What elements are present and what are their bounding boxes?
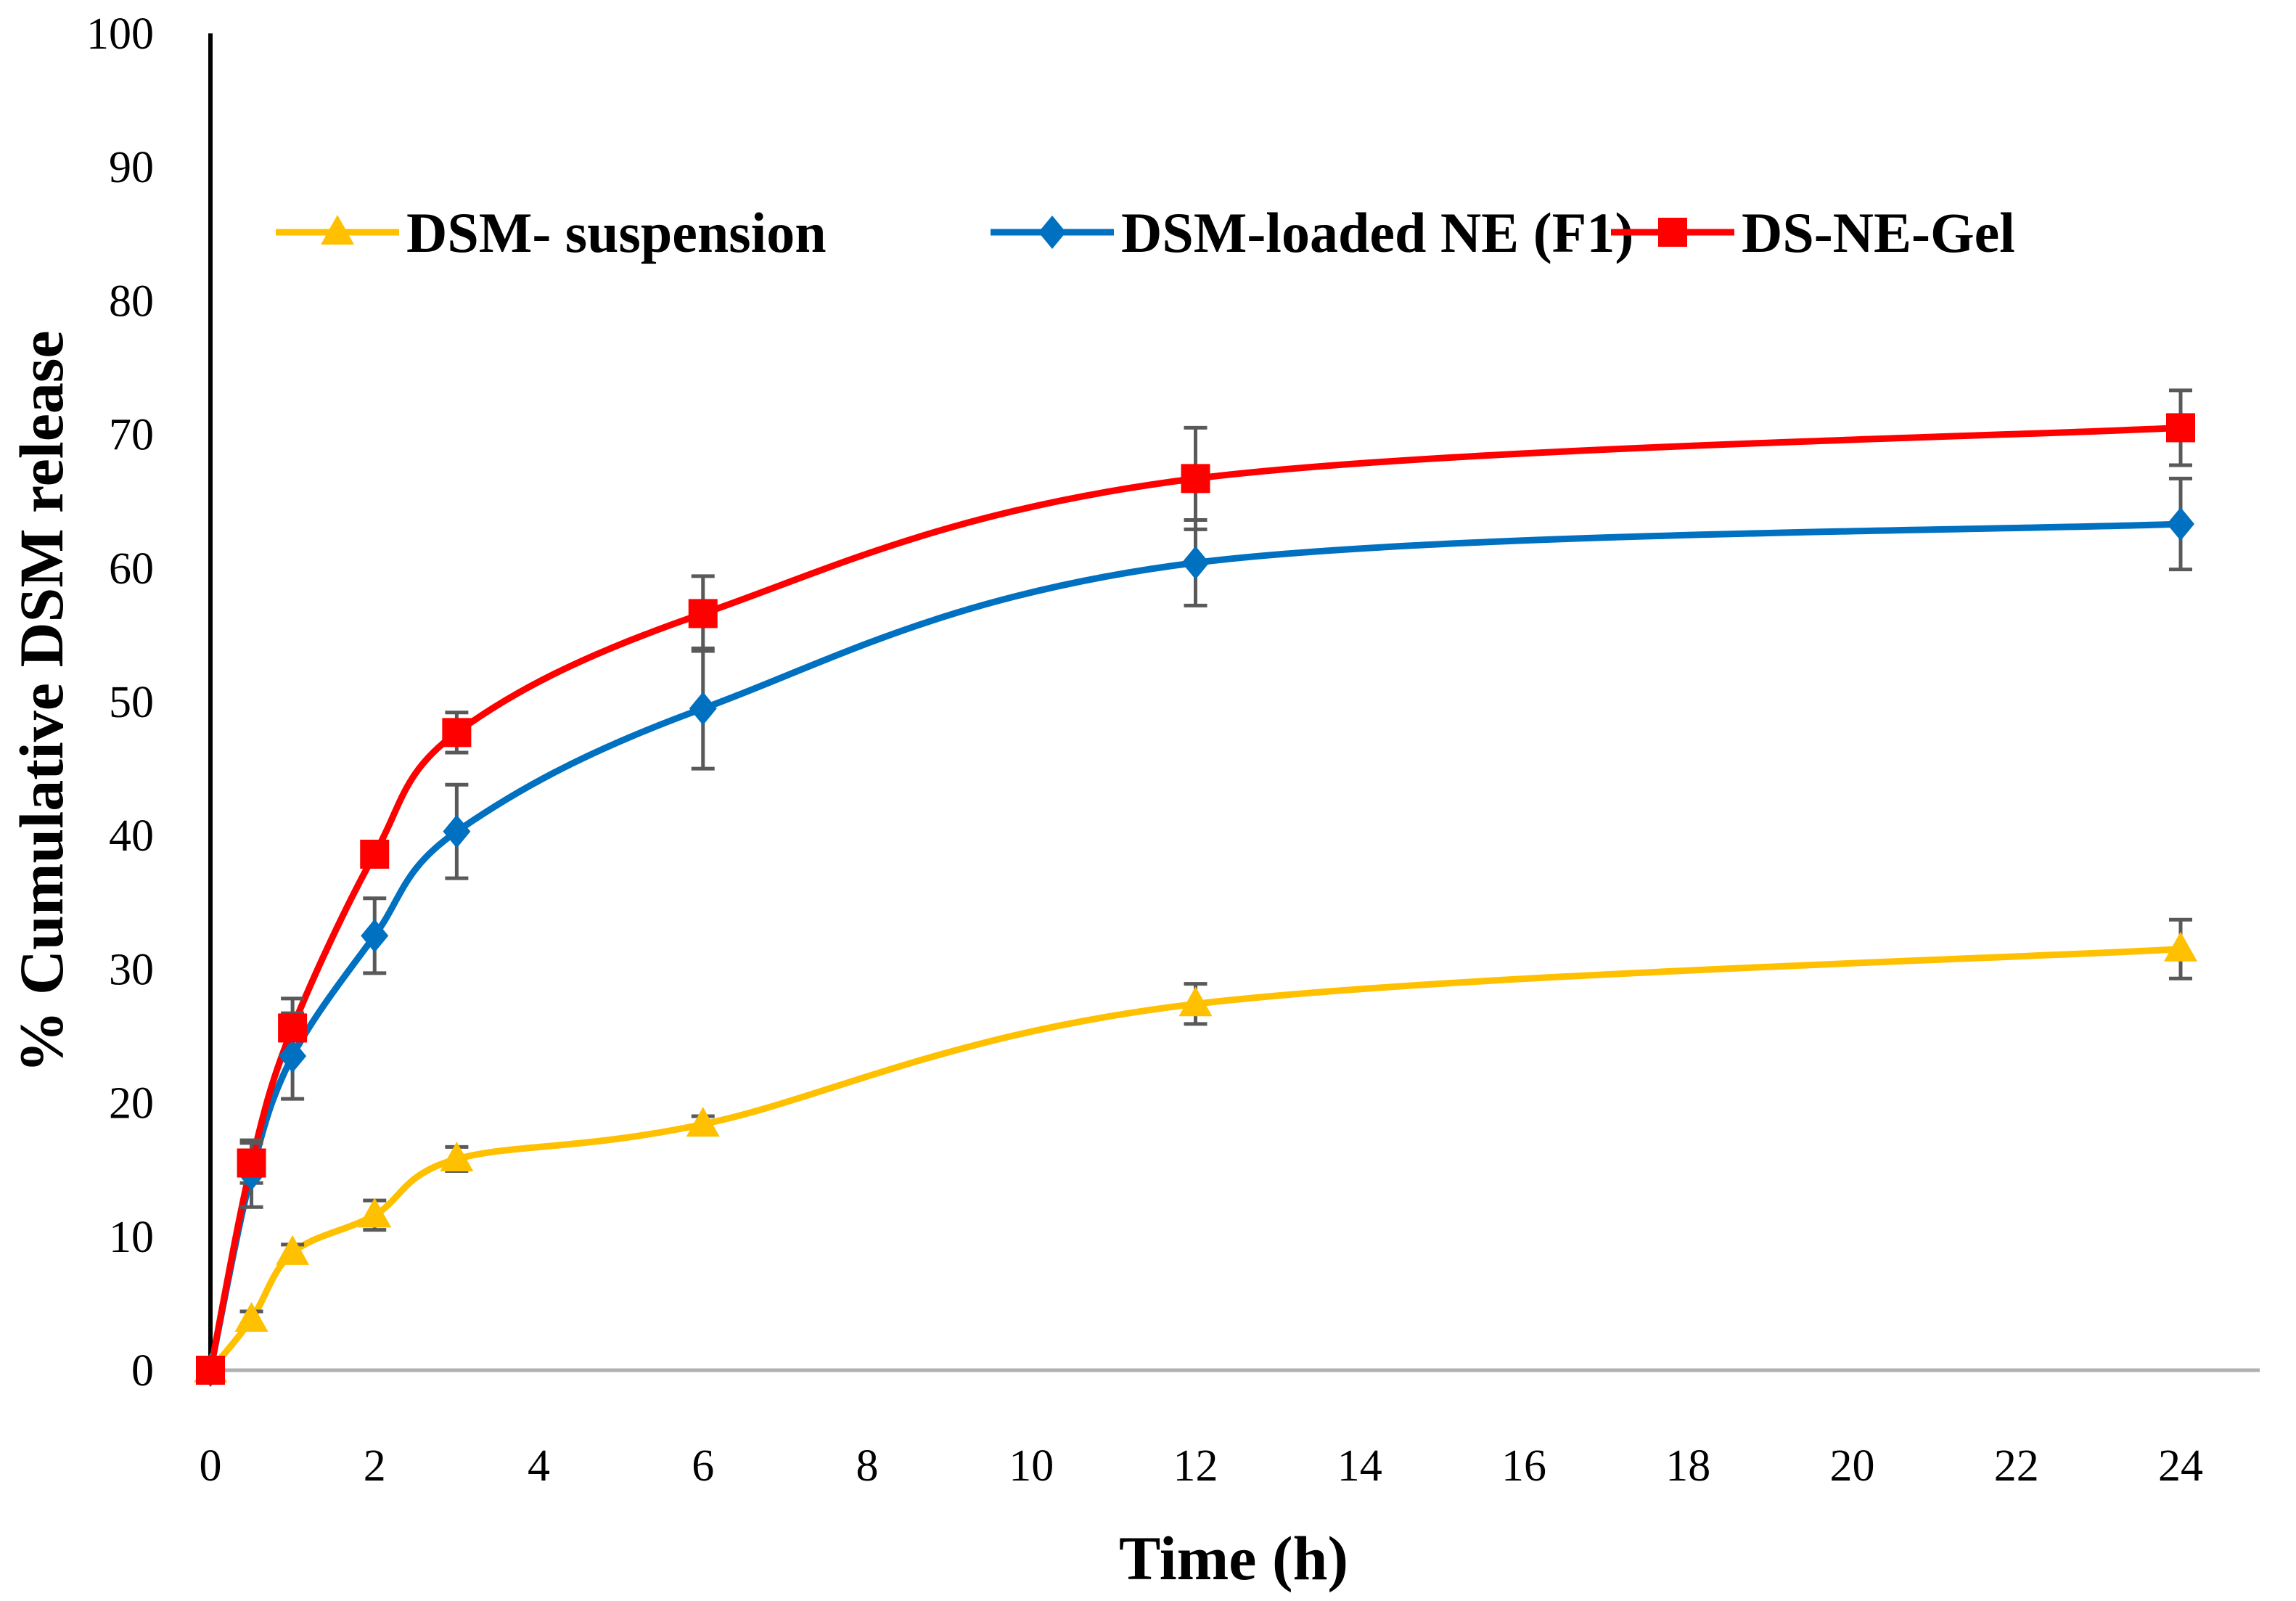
y-tick-label: 70 [109, 411, 154, 460]
data-point [2167, 507, 2194, 541]
data-point [2164, 931, 2197, 962]
x-tick-label: 12 [1173, 1441, 1218, 1491]
data-point [686, 1107, 720, 1137]
data-point [360, 839, 390, 869]
data-point [361, 919, 389, 953]
legend-label: DSM-loaded NE (F1) [1121, 201, 1633, 264]
y-tick-label: 0 [131, 1346, 154, 1396]
data-point [440, 1141, 474, 1171]
y-tick-label: 30 [109, 945, 154, 994]
y-tick-label: 100 [86, 9, 154, 59]
x-tick-label: 10 [1009, 1441, 1054, 1491]
x-tick-label: 14 [1337, 1441, 1382, 1491]
data-point [442, 718, 472, 748]
x-tick-label: 16 [1501, 1441, 1546, 1491]
data-point [278, 1013, 308, 1043]
legend-marker [321, 215, 354, 245]
data-point [689, 692, 717, 726]
data-point [2166, 413, 2195, 443]
x-tick-labels: 0 2 4 6 8 10 12 14 16 18 20 22 24 [200, 1441, 2204, 1491]
data-point [196, 1356, 225, 1385]
x-tick-label: 0 [200, 1441, 222, 1491]
x-tick-label: 20 [1830, 1441, 1875, 1491]
legend-marker [1038, 216, 1066, 249]
data-point [1181, 464, 1210, 494]
y-tick-label: 20 [109, 1079, 154, 1129]
y-tick-label: 60 [109, 544, 154, 594]
data-point [276, 1234, 310, 1265]
y-tick-label: 90 [109, 143, 154, 192]
legend: DSM- suspension DSM-loaded NE (F1) DS-NE-G… [276, 201, 2015, 264]
y-tick-labels: 0 10 20 30 40 50 60 70 80 90 100 [86, 9, 154, 1396]
series-line [207, 520, 2184, 1374]
data-markers [194, 413, 2197, 1387]
x-tick-label: 22 [1994, 1441, 2039, 1491]
data-point [688, 599, 718, 628]
axes [208, 33, 2260, 1372]
legend-label: DS-NE-Gel [1742, 201, 2015, 264]
data-point [1178, 986, 1213, 1017]
legend-marker [1658, 218, 1687, 247]
x-tick-label: 8 [856, 1441, 879, 1491]
x-tick-label: 2 [364, 1441, 386, 1491]
series-line [207, 424, 2184, 1374]
x-axis-title: Time (h) [1119, 1523, 1348, 1593]
x-tick-label: 18 [1665, 1441, 1710, 1491]
y-axis-title: % Cumulative DSM release [7, 330, 76, 1073]
data-point [443, 814, 471, 848]
data-point [1181, 546, 1210, 580]
y-tick-label: 50 [109, 678, 154, 727]
y-tick-label: 10 [109, 1213, 154, 1262]
data-point [358, 1197, 392, 1228]
y-tick-label: 40 [109, 811, 154, 861]
x-tick-label: 4 [528, 1441, 550, 1491]
x-tick-label: 6 [692, 1441, 714, 1491]
legend-label: DSM- suspension [406, 201, 827, 264]
x-tick-label: 24 [2158, 1441, 2203, 1491]
data-point [279, 1039, 307, 1073]
data-point [234, 1302, 268, 1332]
data-point [237, 1148, 266, 1178]
y-tick-label: 80 [109, 277, 154, 326]
